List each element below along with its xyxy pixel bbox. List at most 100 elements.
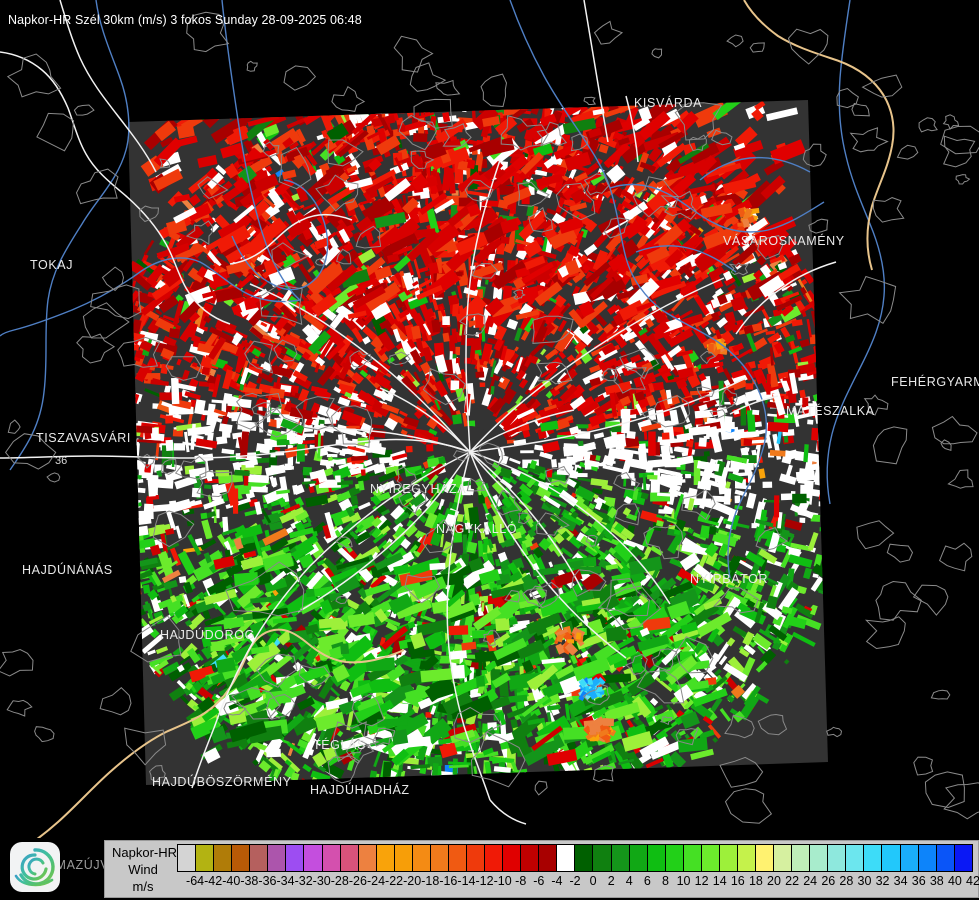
radar-echo-cell [391, 176, 416, 185]
radar-echo-cell [792, 493, 807, 504]
radar-echo-cell [745, 383, 754, 390]
radar-echo-cell [588, 443, 596, 448]
radar-echo-cell [200, 512, 208, 520]
radar-echo-cell [497, 376, 511, 390]
radar-echo-cell [703, 451, 710, 457]
radar-echo-cell [626, 430, 636, 439]
radar-echo-cell [568, 470, 579, 479]
radar-echo-cell [250, 486, 268, 493]
radar-echo-cell [648, 431, 656, 456]
radar-echo-cell [235, 348, 248, 374]
radar-echo-cell [800, 484, 809, 495]
radar-echo-cell [660, 444, 671, 461]
radar-echo-cell [470, 359, 478, 366]
radar-echo-cell [455, 346, 461, 356]
radar-echo-cell [752, 409, 760, 416]
radar-echo-cell [426, 444, 434, 452]
radar-echo-cell [550, 459, 558, 468]
radar-echo-cell [685, 439, 694, 448]
radar-echo-cell [572, 447, 588, 458]
radar-echo-cell [201, 367, 210, 376]
radar-echo-cell [208, 382, 215, 390]
radar-echo-cell [807, 419, 814, 425]
radar-echo-cell [795, 614, 822, 631]
radar-map[interactable]: Napkor-HR Szél 30km (m/s) 3 fokos Sunday… [0, 0, 979, 838]
radar-echo-cell [452, 414, 463, 425]
radar-echo-cell [155, 646, 169, 655]
radar-echo-cell [357, 366, 369, 374]
radar-echo-cell [152, 427, 159, 435]
radar-echo-cell [168, 328, 181, 339]
radar-echo-cell [200, 414, 206, 421]
radar-echo-cell [514, 327, 523, 342]
radar-echo-cell [612, 433, 626, 442]
radar-echo-cell [813, 553, 823, 568]
radar-echo-cell [611, 426, 623, 433]
radar-echo-cell [661, 432, 670, 440]
radar-echo-cell [390, 505, 405, 521]
radar-echo-cell [413, 156, 423, 173]
radar-echo-cell [215, 470, 230, 477]
radar-echo-cell [382, 761, 392, 779]
radar-echo-cell [138, 465, 145, 476]
radar-echo-cell [588, 502, 596, 510]
radar-echo-cell [171, 377, 180, 405]
radar-echo-cell [723, 488, 732, 505]
radar-echo-cell [190, 346, 197, 352]
radar-echo-cell [546, 356, 563, 372]
radar-echo-cell [557, 319, 567, 333]
radar-echo-cell [250, 466, 260, 475]
radar-echo-cell [447, 294, 459, 306]
radar-echo-cell [452, 302, 460, 317]
radar-echo-cell [723, 371, 749, 390]
radar-echo-cell [216, 436, 228, 445]
radar-echo-cell [245, 460, 255, 468]
radar-echo-cell [800, 268, 815, 285]
radar-echo-cell [157, 479, 174, 489]
radar-echo-cell [646, 474, 658, 480]
radar-echo-cell [178, 575, 187, 584]
radar-echo-cell [797, 468, 809, 484]
radar-echo-cell [780, 493, 794, 501]
radar-echo-cell [566, 354, 575, 363]
radar-echo-cell [743, 438, 753, 447]
radar-echo-cell [508, 457, 521, 465]
radar-echo-cell [282, 346, 302, 362]
radar-echo-cell [767, 421, 789, 433]
radar-echo-cell [128, 260, 148, 277]
radar-echo-cell [811, 427, 819, 441]
radar-echo-cell [350, 495, 359, 506]
radar-echo-cell [621, 408, 631, 434]
radar-echo-cell [598, 357, 619, 373]
radar-echo-cell [794, 603, 815, 619]
radar-echo-cell [638, 574, 652, 588]
radar-echo-cell [208, 411, 220, 433]
radar-echo-cell [184, 431, 190, 453]
radar-echo-cell [335, 475, 341, 483]
radar-echo-cell [443, 477, 455, 494]
radar-echo-cell [673, 493, 685, 520]
radar-echo-cell [734, 495, 741, 504]
radar-echo-cell [578, 440, 584, 447]
radar-echo-cell [451, 328, 458, 344]
radar-echo-cell [419, 302, 432, 324]
radar-echo-cell [680, 470, 696, 477]
radar-echo-cell [175, 294, 184, 303]
radar-echo-cell [772, 308, 783, 317]
radar-echo-cell [707, 724, 722, 739]
radar-echo-cell [450, 380, 460, 391]
radar-echo-cell [584, 463, 592, 470]
radar-echo-cell [475, 371, 485, 378]
radar-echo-cell [143, 503, 154, 519]
radar-echo-cell [164, 384, 172, 394]
radar-echo-cell [708, 526, 717, 535]
radar-echo-cell [479, 596, 487, 602]
radar-echo-cell [424, 270, 431, 277]
radar-echo-cell [668, 751, 687, 769]
radar-echo-cell [479, 382, 486, 387]
radar-echo-cell [783, 435, 789, 443]
radar-echo-cell [745, 389, 762, 402]
radar-echo-cell [799, 517, 806, 524]
radar-echo-cell [209, 427, 215, 433]
